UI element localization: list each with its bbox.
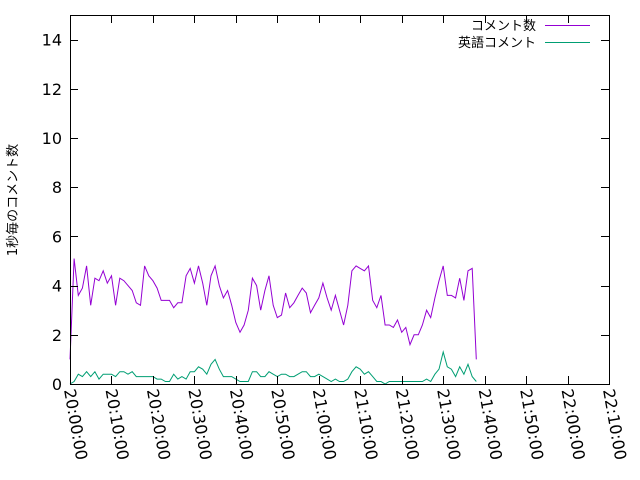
y-axis: 0 2 4 6 8 10 12 14 — [42, 31, 609, 394]
y-tick-label: 8 — [52, 178, 62, 197]
x-tick-label: 21:50:00 — [516, 387, 547, 461]
series-layer — [69, 258, 477, 385]
x-tick-label: 20:00:00 — [60, 387, 91, 461]
series-line-0 — [69, 258, 477, 360]
y-tick-label: 12 — [42, 80, 62, 99]
x-tick-label: 21:40:00 — [475, 387, 506, 461]
x-tick-label: 20:50:00 — [267, 387, 298, 461]
x-tick-label: 22:00:00 — [558, 387, 589, 461]
y-tick-label: 4 — [52, 277, 62, 296]
series-line-1 — [69, 350, 477, 385]
x-tick-label: 20:10:00 — [102, 387, 133, 461]
y-tick-label: 14 — [42, 31, 62, 50]
x-tick-label: 20:20:00 — [143, 387, 174, 461]
y-tick-label: 6 — [52, 227, 62, 246]
x-tick-label: 20:40:00 — [226, 387, 257, 461]
x-tick-label: 21:00:00 — [309, 387, 340, 461]
x-tick-label: 22:10:00 — [599, 387, 630, 461]
plot-frame — [70, 15, 610, 385]
legend-label: コメント数 — [471, 19, 536, 34]
x-tick-label: 21:20:00 — [392, 387, 423, 461]
y-axis-label: 1秒毎のコメント数 — [5, 144, 21, 256]
y-tick-label: 0 — [52, 375, 62, 394]
x-tick-label: 20:30:00 — [184, 387, 215, 461]
legend-label: 英語コメント — [458, 35, 536, 51]
y-tick-label: 2 — [52, 326, 62, 345]
x-tick-label: 21:30:00 — [433, 387, 464, 461]
y-tick-label: 10 — [42, 129, 62, 148]
x-tick-label: 21:10:00 — [350, 387, 381, 461]
x-axis: 20:00:00 20:10:00 20:20:00 20:30:00 20:40:00… — [60, 15, 630, 461]
